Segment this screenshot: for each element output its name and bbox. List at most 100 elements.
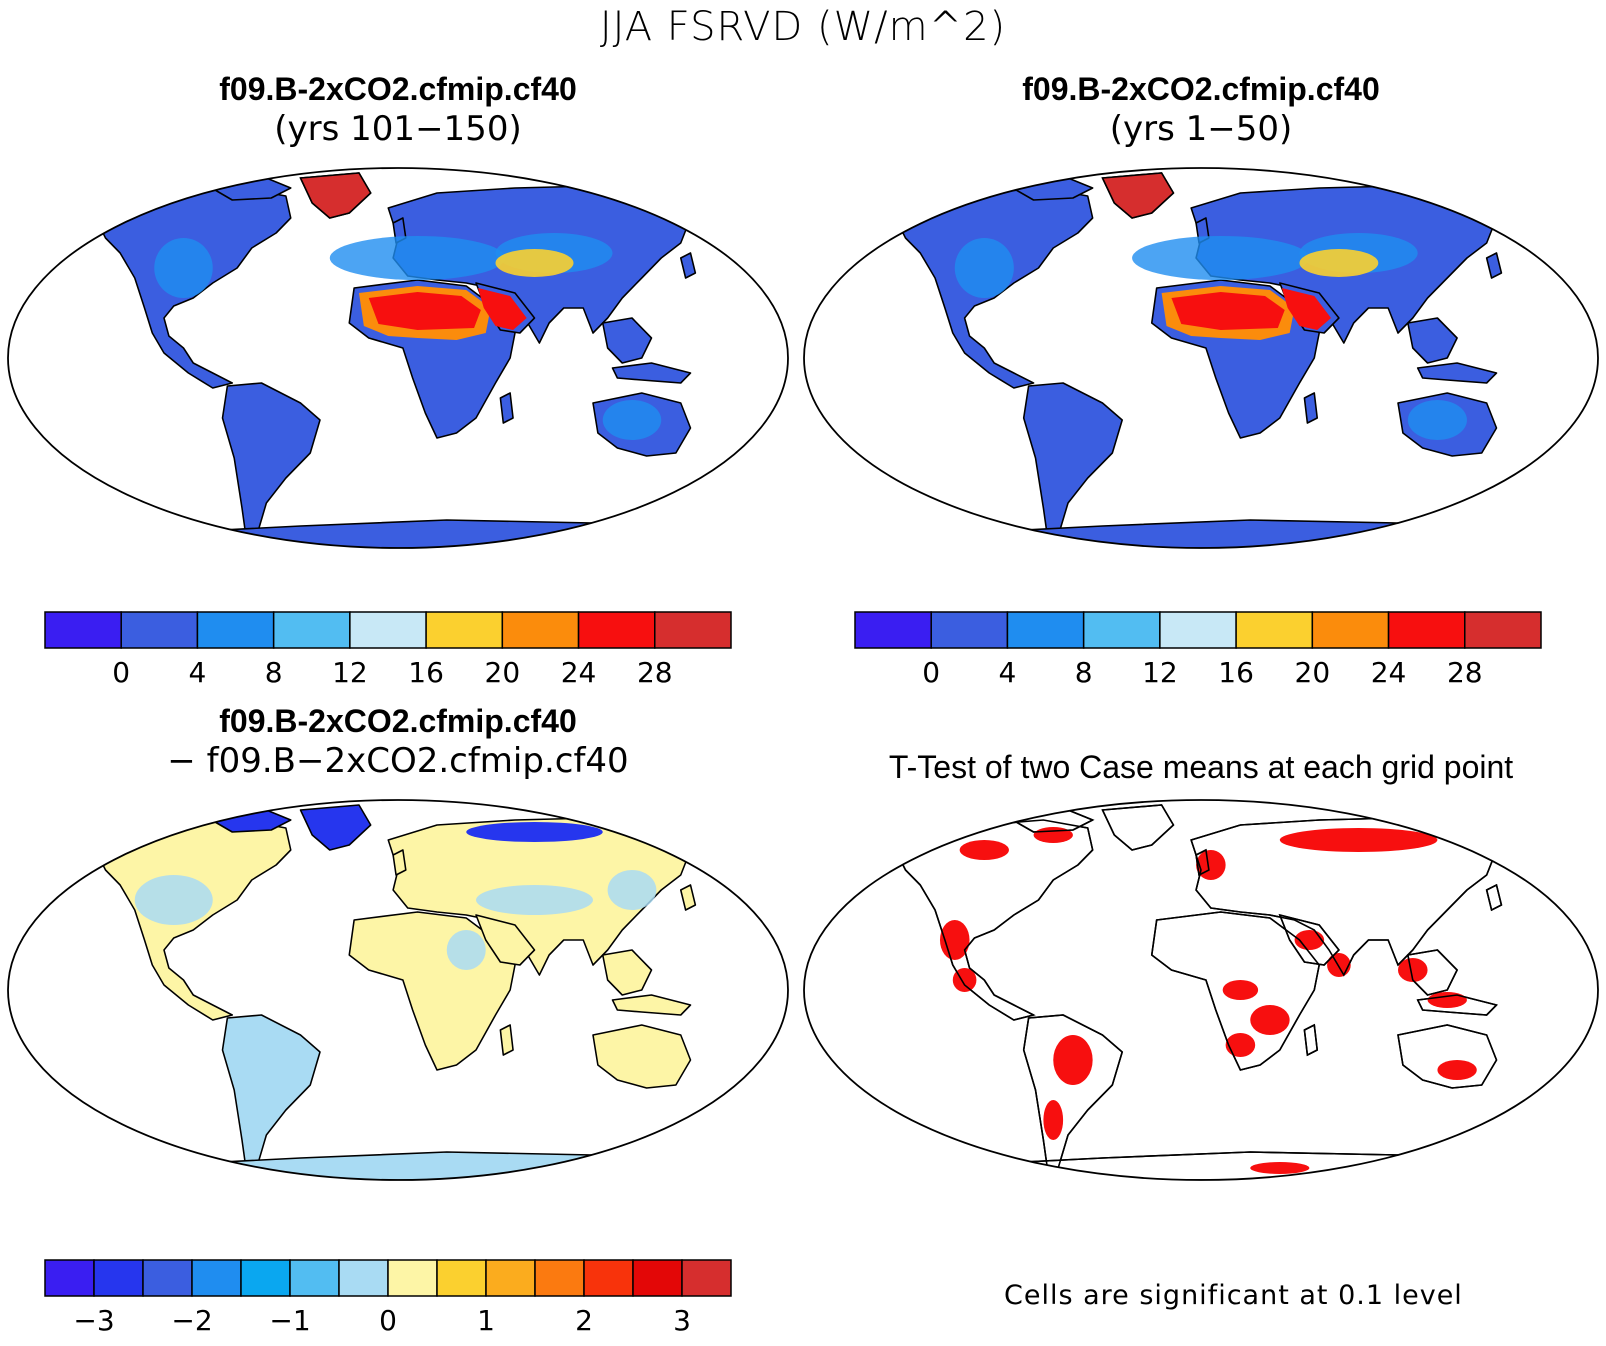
colorbar-swatch: [854, 611, 932, 649]
significant-cells: [1043, 1100, 1064, 1140]
significant-cells: [959, 840, 1009, 860]
colorbar-swatch: [338, 1259, 389, 1297]
coastline-japan: [1485, 883, 1503, 912]
colorbar-swatch: [1311, 611, 1390, 649]
significant-cells: [1033, 827, 1073, 843]
significance-note: Cells are significant at 0.1 level: [1004, 1280, 1463, 1311]
significant-cells: [1053, 1035, 1093, 1085]
significant-cells: [1250, 1005, 1290, 1035]
colorbar-swatch: [240, 1259, 291, 1297]
colorbar-swatch: [1464, 611, 1542, 649]
coastline-australia: [1397, 1024, 1498, 1089]
colorbar-swatch: [654, 611, 732, 649]
map-panel-top-left: [7, 167, 789, 549]
coastline-greenland: [1101, 804, 1175, 851]
colorbar-tick-label: 12: [1142, 656, 1178, 689]
colorbar-swatch: [196, 611, 275, 649]
map-border: [803, 167, 1599, 549]
colorbar-swatch: [930, 611, 1009, 649]
colorbar-tick-label: 16: [408, 656, 444, 689]
arctic-negative-region: [466, 822, 603, 842]
figure-title: JJA FSRVD (W/m^2): [599, 4, 1007, 50]
significant-cells: [1427, 992, 1467, 1008]
field-region: [954, 238, 1014, 298]
colorbar-swatch: [436, 1259, 487, 1297]
landmass-southeast-asia: [601, 317, 653, 364]
colorbar-tick-label: −1: [269, 1304, 310, 1337]
colorbar-tick-label: 12: [332, 656, 368, 689]
map-border: [7, 799, 789, 1181]
map-panel-bottom-left: [7, 799, 789, 1181]
landmass-indonesia: [611, 994, 692, 1016]
panel-title-top-right: f09.B-2xCO2.cfmip.cf40 (yrs 1−50): [796, 70, 1606, 150]
field-region: [134, 875, 213, 925]
colorbar-swatch: [1159, 611, 1237, 649]
colorbar-swatch: [44, 611, 122, 649]
landmass-madagascar: [499, 392, 514, 424]
colorbar-swatch: [93, 1259, 144, 1297]
colorbar-tick-label: 0: [112, 656, 130, 689]
colorbar-tick-label: 28: [1447, 656, 1483, 689]
panel-minus-case-name: − f09.B−2xCO2.cfmip.cf40: [167, 741, 629, 781]
colorbar-top-left: 0 4 8 12 16 20 24 28: [44, 611, 732, 689]
colorbar-tick-label: 8: [1075, 656, 1093, 689]
landmass-indonesia: [611, 362, 692, 384]
landmass-greenland: [299, 172, 372, 219]
colorbar-tick-label: 2: [575, 1304, 593, 1337]
landmass-greenland: [1101, 804, 1175, 851]
colorbar-swatch: [534, 1259, 585, 1297]
panel-years: (yrs 101−150): [274, 109, 522, 149]
panel-case-name: f09.B-2xCO2.cfmip.cf40: [219, 71, 577, 107]
colorbar-swatch: [349, 611, 427, 649]
colorbar-tick-label: 28: [637, 656, 673, 689]
landmass-japan: [679, 884, 697, 911]
field-region: [476, 885, 593, 915]
coastline-british-isles: [1195, 848, 1210, 877]
landmass-antarctica: [163, 1151, 633, 1180]
colorbar-swatch: [1006, 611, 1085, 649]
field-region: [154, 238, 213, 298]
field-region: [329, 236, 506, 280]
landmass-british-isles: [392, 849, 407, 876]
landmass-antarctica: [963, 519, 1439, 548]
landmass-south-america: [1022, 382, 1123, 544]
landmass-madagascar: [1303, 392, 1319, 424]
landmass-antarctica: [963, 1151, 1439, 1180]
colorbar-swatch: [577, 611, 656, 649]
significant-cells: [1294, 930, 1325, 950]
arabia-hot-region: [477, 288, 527, 330]
landmass-southeast-asia: [1407, 317, 1458, 364]
colorbar-top-right: 0 4 8 12 16 20 24 28: [854, 611, 1542, 689]
significant-cells: [1222, 980, 1259, 1000]
colorbar-tick-label: 0: [379, 1304, 397, 1337]
colorbar-tick-label: 4: [189, 656, 207, 689]
landmass-greenland: [1101, 172, 1175, 219]
colorbar-swatch: [142, 1259, 193, 1297]
panel-title-bottom-right: T-Test of two Case means at each grid po…: [796, 748, 1606, 786]
coastline-madagascar: [1303, 1023, 1319, 1057]
significant-cells: [1196, 850, 1226, 880]
colorbar-tick-label: −3: [73, 1304, 114, 1337]
landmass-australia: [592, 1024, 692, 1089]
colorbar-swatch: [1387, 611, 1466, 649]
arabia-hot-region: [1281, 288, 1332, 330]
landmass-southeast-asia: [601, 949, 653, 996]
coastline-indonesia: [1416, 994, 1499, 1016]
landmass-antarctica: [163, 519, 633, 548]
sahara-core-region: [368, 292, 481, 330]
significant-cells: [1398, 958, 1428, 982]
colorbar-swatch: [632, 1259, 683, 1297]
colorbar-tick-label: 3: [673, 1304, 691, 1337]
field-region: [446, 930, 486, 970]
significant-cells: [1279, 828, 1438, 852]
colorbar-swatch: [387, 1259, 438, 1297]
colorbar-swatch: [1235, 611, 1314, 649]
colorbar-swatch: [501, 611, 580, 649]
coastline-southeast-asia: [1406, 949, 1459, 996]
panel-years: (yrs 1−50): [1109, 109, 1293, 149]
coastline-north-america: [894, 819, 1094, 1021]
landmass-arabia: [475, 914, 536, 966]
significant-cells: [1250, 1162, 1310, 1174]
panel-case-name: f09.B-2xCO2.cfmip.cf40: [219, 703, 577, 739]
colorbar-tick-label: 24: [561, 656, 597, 689]
